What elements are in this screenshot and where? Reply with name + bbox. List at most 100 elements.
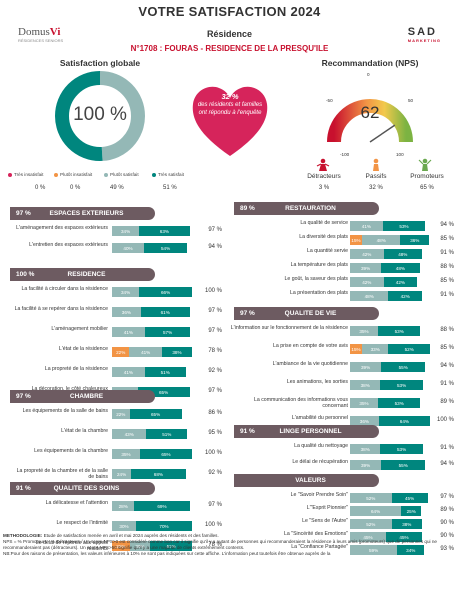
bar-segment: 55% [381, 362, 426, 372]
bar-segment: 41% [112, 327, 145, 337]
satisfaction-percentages: 0 % 0 % 49 % 51 % [0, 185, 220, 193]
question-label: La propreté de la chambre et de la salle… [16, 468, 108, 480]
stacked-bar: 34% 66% [112, 287, 192, 297]
methodology-line2: NPS = % Promoteurs - % Détracteurs / Un … [3, 538, 437, 550]
stacked-bar: 38% 53% [350, 444, 430, 454]
question-label: L'ambiance de la vie quotidienne [272, 361, 348, 367]
legend-dot [104, 172, 108, 177]
question-total: 88 % [440, 264, 454, 270]
question-total: 94 % [440, 222, 454, 228]
methodology-note: METHODOLOGIE: Etude de satisfaction mené… [3, 533, 456, 557]
stacked-bar: 22% 65% [112, 409, 192, 419]
logo-right-sub: MARKETING [407, 38, 441, 43]
stacked-bar: 39% 55% [350, 362, 430, 372]
bar-segment: 52% [350, 493, 392, 503]
global-satisfaction-donut [55, 71, 145, 161]
bar-segment: 35% [350, 326, 378, 336]
question-total: 97 % [208, 502, 222, 508]
stacked-bar: 59% 34% [350, 545, 430, 555]
stacked-bar: 34% 63% [112, 226, 192, 236]
bar-segment: 52% [388, 344, 430, 354]
question-total: 97 % [208, 227, 222, 233]
heart-icon [192, 86, 268, 156]
stacked-bar: 52% 38% [350, 519, 430, 529]
bar-segment: 51% [144, 367, 186, 377]
section-title: VALEURS [295, 477, 326, 484]
nps-value: 62 [360, 103, 380, 122]
stacked-bar: 36% 64% [350, 416, 430, 426]
bar-segment: 53% [382, 221, 426, 231]
pct-tres-satisfait: 51 % [163, 185, 177, 191]
bar-segment: 28% [112, 501, 135, 511]
bar-segment: 36% [350, 416, 379, 426]
stacked-bar: 39% 48% [350, 263, 430, 273]
section-header: VALEURS [234, 474, 379, 487]
question-total: 90 % [440, 533, 454, 539]
bar-segment: 38% [350, 380, 381, 390]
legend-dot [152, 172, 156, 177]
bar-segment: 41% [129, 347, 162, 357]
bar-segment: 52% [150, 541, 192, 551]
bar-segment: 26% [129, 541, 151, 551]
question-label: La délicatesse et l'attention [45, 500, 108, 506]
question-total: 97 % [440, 494, 454, 500]
question-label: La température des plats [290, 262, 348, 268]
donut-slice [55, 71, 145, 161]
nps-promoters-pct: 65 % [420, 185, 434, 191]
question-label: La prise en compte de votre avis [273, 343, 348, 349]
question-label: La quantité servie [307, 248, 348, 254]
bar-segment: 53% [378, 398, 421, 408]
bar-segment: 15% [350, 235, 362, 245]
section-header: 91 % QUALITE DES SOINS [10, 482, 155, 495]
question-total: 78 % [208, 542, 222, 548]
question-total: 88 % [440, 327, 454, 333]
stacked-bar: 36% 61% [112, 307, 192, 317]
methodology-line3: NB:Pour des raisons de présentation, les… [3, 550, 331, 556]
question-total: 94 % [440, 461, 454, 467]
section-score: 91 % [16, 485, 31, 492]
question-total: 100 % [204, 288, 222, 294]
stacked-bar: 41% 57% [112, 327, 192, 337]
bar-segment: 35% [112, 449, 140, 459]
pct-plutot-satisfait: 49 % [110, 185, 124, 191]
bar-segment: 41% [112, 367, 145, 377]
question-total: 95 % [208, 430, 222, 436]
section-title: CHAMBRE [69, 393, 104, 400]
stacked-bar: 42% 42% [350, 277, 430, 287]
nps-tick: -50 [326, 98, 333, 103]
bar-segment: 42% [350, 277, 384, 287]
bar-segment: 59% [350, 545, 398, 555]
question-total: 93 % [440, 546, 454, 552]
question-label: La "Sincérité des Emotions" [284, 531, 348, 537]
bar-segment: 36% [400, 235, 430, 245]
question-total: 85 % [440, 236, 454, 242]
stacked-bar: 35% 53% [350, 398, 430, 408]
question-label: Le goût, la saveur des plats [284, 276, 348, 282]
methodology-heading: METHODOLOGIE: [3, 533, 43, 538]
bar-segment: 24% [112, 469, 132, 479]
section-header: 91 % LINGE PERSONNEL [234, 425, 379, 438]
bar-segment: 48% [350, 291, 389, 301]
section-header: 97 % CHAMBRE [10, 390, 155, 403]
stacked-bar: 48% 42% [350, 291, 430, 301]
promoter-icon [418, 158, 432, 171]
question-label: La propreté de la résidence [44, 366, 108, 372]
question-total: 91 % [440, 381, 454, 387]
bar-segment: 34% [112, 287, 140, 297]
bar-segment: 22% [112, 409, 130, 419]
question-label: L'amabilité du personnel [291, 415, 348, 421]
stacked-bar: 38% 53% [350, 380, 430, 390]
bar-segment: 66% [139, 287, 192, 297]
bar-segment: 42% [388, 291, 422, 301]
bar-segment: 34% [112, 226, 140, 236]
residence-label: Résidence [206, 29, 253, 39]
question-label: Les équipements de la salle de bains [22, 408, 108, 414]
pct-plutot-insatisfait: 0 % [70, 185, 81, 191]
section-score: 100 % [16, 271, 35, 278]
legend-item: Plutôt insatisfait [54, 172, 92, 177]
question-total: 85 % [440, 345, 454, 351]
bar-segment: 53% [380, 444, 423, 454]
bar-segment: 40% [112, 243, 144, 253]
section-title: ESPACES EXTERIEURS [49, 210, 124, 217]
response-rate-text: des résidents et familles ont répondu à … [197, 102, 263, 116]
